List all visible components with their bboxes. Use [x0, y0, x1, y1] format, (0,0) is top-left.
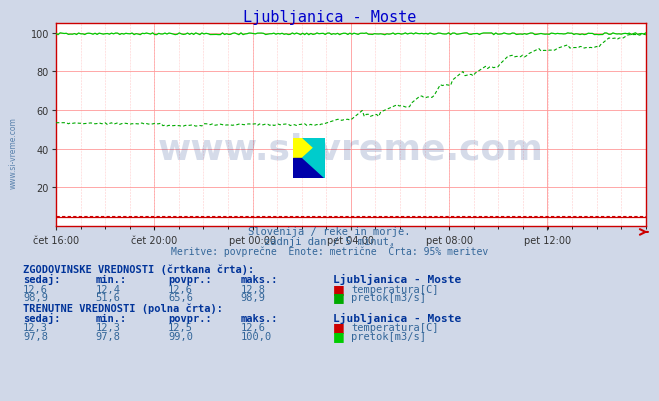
- Text: pretok[m3/s]: pretok[m3/s]: [351, 293, 426, 303]
- Bar: [293, 138, 325, 158]
- Bar: [293, 158, 325, 178]
- Text: sedaj:: sedaj:: [23, 274, 61, 285]
- Text: temperatura[C]: temperatura[C]: [351, 284, 439, 294]
- Text: min.:: min.:: [96, 275, 127, 285]
- Text: 12,6: 12,6: [168, 284, 193, 294]
- Text: 12,5: 12,5: [168, 322, 193, 332]
- Text: Ljubljanica - Moste: Ljubljanica - Moste: [243, 10, 416, 25]
- Text: ■: ■: [333, 329, 345, 342]
- Text: temperatura[C]: temperatura[C]: [351, 322, 439, 332]
- Text: pretok[m3/s]: pretok[m3/s]: [351, 331, 426, 341]
- Text: ZGODOVINSKE VREDNOSTI (črtkana črta):: ZGODOVINSKE VREDNOSTI (črtkana črta):: [23, 264, 254, 275]
- Text: maks.:: maks.:: [241, 275, 278, 285]
- Text: 12,6: 12,6: [241, 322, 266, 332]
- Text: 100,0: 100,0: [241, 331, 272, 341]
- Text: 98,9: 98,9: [241, 293, 266, 303]
- Text: TRENUTNE VREDNOSTI (polna črta):: TRENUTNE VREDNOSTI (polna črta):: [23, 302, 223, 313]
- Text: ■: ■: [333, 291, 345, 304]
- Text: sedaj:: sedaj:: [23, 312, 61, 323]
- Text: 65,6: 65,6: [168, 293, 193, 303]
- Text: 12,3: 12,3: [96, 322, 121, 332]
- Text: Ljubljanica - Moste: Ljubljanica - Moste: [333, 274, 461, 285]
- Text: 12,4: 12,4: [96, 284, 121, 294]
- Text: 98,9: 98,9: [23, 293, 48, 303]
- Text: zadnji dan / 5 minut.: zadnji dan / 5 minut.: [264, 237, 395, 247]
- Text: ■: ■: [333, 320, 345, 333]
- Text: min.:: min.:: [96, 313, 127, 323]
- Text: maks.:: maks.:: [241, 313, 278, 323]
- Text: 12,3: 12,3: [23, 322, 48, 332]
- Text: Slovenija / reke in morje.: Slovenija / reke in morje.: [248, 227, 411, 237]
- Text: www.si-vreme.com: www.si-vreme.com: [9, 117, 18, 188]
- Text: 97,8: 97,8: [23, 331, 48, 341]
- Text: 99,0: 99,0: [168, 331, 193, 341]
- Text: 12,6: 12,6: [23, 284, 48, 294]
- Text: povpr.:: povpr.:: [168, 275, 212, 285]
- Text: ■: ■: [333, 282, 345, 295]
- Text: Meritve: povprečne  Enote: metrične  Črta: 95% meritev: Meritve: povprečne Enote: metrične Črta:…: [171, 245, 488, 257]
- Polygon shape: [302, 138, 325, 158]
- Text: www.si-vreme.com: www.si-vreme.com: [158, 133, 544, 166]
- Text: 12,8: 12,8: [241, 284, 266, 294]
- Text: povpr.:: povpr.:: [168, 313, 212, 323]
- Polygon shape: [302, 138, 325, 178]
- Text: 51,6: 51,6: [96, 293, 121, 303]
- Text: Ljubljanica - Moste: Ljubljanica - Moste: [333, 312, 461, 323]
- Text: 97,8: 97,8: [96, 331, 121, 341]
